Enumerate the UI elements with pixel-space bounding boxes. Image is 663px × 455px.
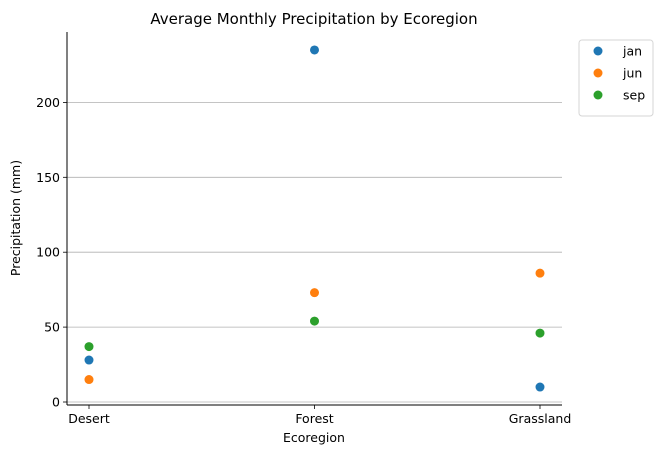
point-jan-desert bbox=[84, 355, 94, 365]
x-tick-label-forest: Forest bbox=[295, 411, 333, 426]
legend-marker-jun bbox=[593, 68, 603, 78]
legend-label-jan: jan bbox=[622, 44, 642, 59]
y-tick-label-0: 0 bbox=[52, 395, 60, 410]
data-points bbox=[84, 45, 545, 392]
point-sep-forest bbox=[310, 316, 319, 326]
point-sep-grassland bbox=[535, 328, 545, 338]
x-tick-label-desert: Desert bbox=[68, 411, 110, 426]
y-tick-label-100: 100 bbox=[36, 245, 60, 260]
legend-marker-jan bbox=[593, 46, 603, 56]
x-tick-label-grassland: Grassland bbox=[509, 411, 572, 426]
y-tick-label-200: 200 bbox=[36, 95, 60, 110]
y-ticks: 0 50 100 150 200 bbox=[36, 95, 67, 410]
point-sep-desert bbox=[84, 342, 94, 352]
y-tick-label-150: 150 bbox=[36, 170, 60, 185]
x-ticks: Desert Forest Grassland bbox=[68, 405, 571, 426]
point-jun-desert bbox=[84, 375, 94, 385]
legend-label-sep: sep bbox=[623, 88, 645, 103]
grid-lines bbox=[67, 102, 562, 403]
point-jun-grassland bbox=[535, 268, 545, 278]
y-axis-label: Precipitation (mm) bbox=[8, 160, 23, 276]
legend: jan jun sep bbox=[578, 39, 654, 117]
point-jan-grassland bbox=[535, 382, 545, 392]
chart-title: Average Monthly Precipitation by Ecoregi… bbox=[150, 10, 477, 28]
legend-marker-sep bbox=[593, 90, 603, 100]
x-axis-label: Ecoregion bbox=[283, 430, 345, 445]
y-tick-label-50: 50 bbox=[44, 320, 60, 335]
axes bbox=[66, 32, 562, 406]
point-jan-forest bbox=[310, 45, 319, 55]
legend-label-jun: jun bbox=[622, 66, 642, 81]
point-jun-forest bbox=[310, 288, 319, 298]
